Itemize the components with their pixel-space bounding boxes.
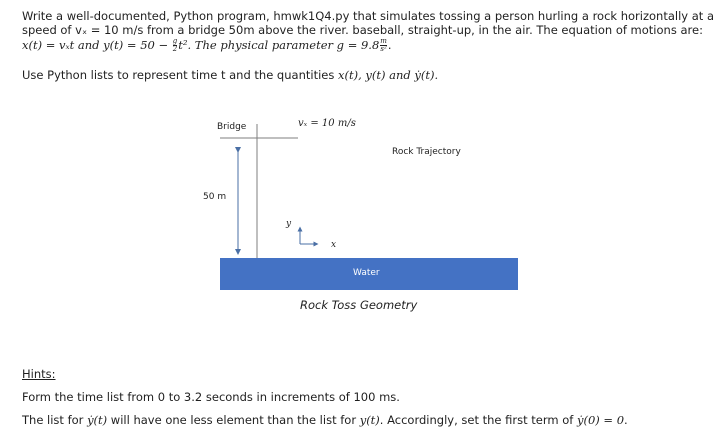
axis-x-label: x	[331, 240, 337, 250]
trajectory-label: Rock Trajectory	[392, 147, 461, 157]
unit-numerator: m	[380, 37, 387, 46]
unit-denominator: s²	[380, 45, 387, 53]
hint-line-2: The list for ẏ(t) will have one less ele…	[22, 413, 628, 427]
axis-y-label: y	[286, 219, 292, 229]
quantities-math: x(t), y(t) and ẏ(t).	[338, 68, 439, 82]
fraction-numerator: g	[172, 37, 178, 46]
hint-2-end: .	[624, 413, 628, 427]
hint-line-1: Form the time list from 0 to 3.2 seconds…	[22, 390, 400, 404]
height-label: 50 m	[203, 192, 227, 202]
hint-2-ydot-zero: ẏ(0) = 0	[576, 413, 625, 427]
hint-2-part-a: The list for	[22, 413, 88, 427]
fraction-denominator: 2	[172, 45, 178, 53]
unit-fraction: m s²	[380, 38, 387, 53]
hint-2-ydot: ẏ(t)	[87, 413, 108, 427]
equation-end: .	[387, 38, 392, 52]
hint-2-y: y(t)	[359, 413, 380, 427]
equation-part-1: x(t) = vₓt and y(t) = 50 −	[22, 38, 172, 52]
water-label: Water	[353, 268, 380, 278]
problem-line-1: Write a well-documented, Python program,…	[22, 9, 713, 23]
problem-line-2: speed of vₓ = 10 m/s from a bridge 50m a…	[22, 23, 703, 37]
hint-2-part-e: . Accordingly, set the first term of	[379, 413, 577, 427]
water-body	[220, 258, 518, 290]
problem-line-4: Use Python lists to represent time t and…	[22, 68, 438, 82]
velocity-text: vₓ = 10 m/s	[298, 118, 356, 129]
lists-instruction: Use Python lists to represent time t and…	[22, 68, 338, 82]
equation-part-2: t². The physical parameter g = 9.8	[178, 38, 380, 52]
hint-2-part-c: will have one less element than the list…	[107, 413, 360, 427]
hints-heading: Hints:	[22, 367, 56, 381]
bridge-label: Bridge	[217, 122, 247, 132]
figure-caption: Rock Toss Geometry	[300, 298, 418, 312]
velocity-label: vₓ = 10 m/s	[298, 118, 356, 129]
problem-line-3: x(t) = vₓt and y(t) = 50 − g 2 t². The phy…	[22, 38, 392, 53]
